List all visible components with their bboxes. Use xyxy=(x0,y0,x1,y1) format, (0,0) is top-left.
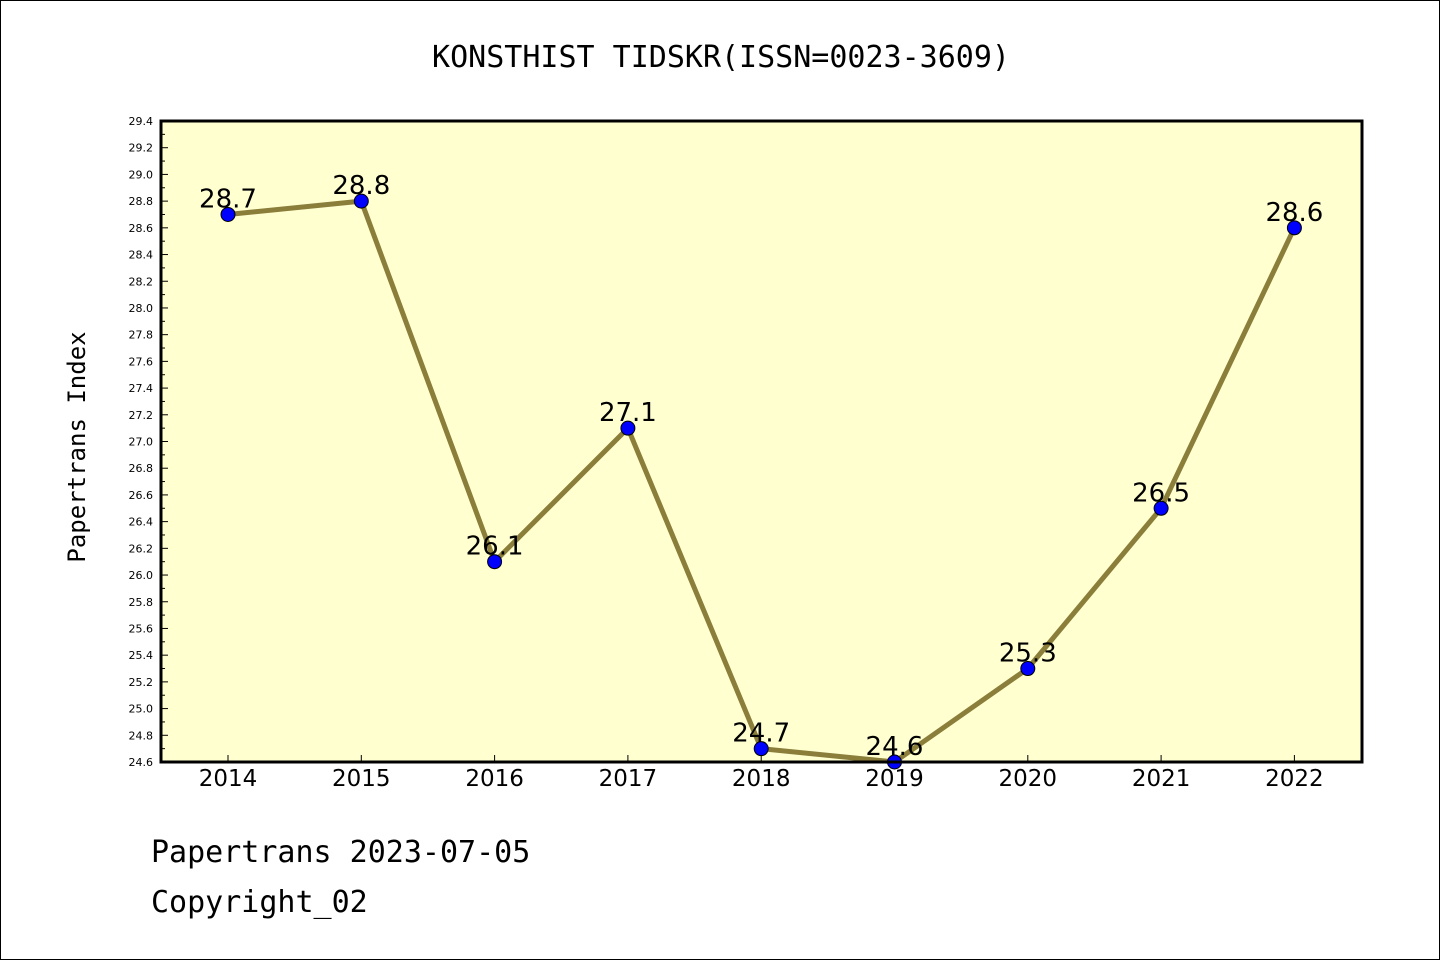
y-tick-label: 25.8 xyxy=(129,596,154,609)
y-tick-label: 28.0 xyxy=(129,302,154,315)
y-tick-label: 24.6 xyxy=(129,756,154,769)
data-labels: 28.7 28.8 26.1 27.1 24.7 24.6 25.3 26.5 28.6 xyxy=(199,171,1323,762)
y-tick-label: 26.2 xyxy=(129,542,154,555)
y-tick-label: 28.2 xyxy=(129,275,154,288)
y-tick-label: 27.0 xyxy=(129,436,154,449)
data-label: 28.6 xyxy=(1265,198,1323,228)
data-label: 26.1 xyxy=(466,532,524,562)
y-tick-label: 26.6 xyxy=(129,489,154,502)
footer-date: Papertrans 2023-07-05 xyxy=(151,835,531,870)
data-label: 25.3 xyxy=(999,639,1057,669)
data-label: 27.1 xyxy=(599,398,657,428)
y-tick-label: 25.4 xyxy=(129,649,154,662)
data-point xyxy=(753,741,769,757)
data-point xyxy=(1286,220,1302,236)
data-label: 28.7 xyxy=(199,184,257,214)
data-point xyxy=(353,193,369,209)
x-tick-label: 2022 xyxy=(1265,766,1324,792)
y-tick-label: 26.0 xyxy=(129,569,154,582)
y-tick-label: 28.8 xyxy=(129,195,154,208)
y-tick-label: 26.4 xyxy=(129,516,154,529)
y-axis-label: Papertrans Index xyxy=(63,331,91,562)
y-tick-label: 27.6 xyxy=(129,355,154,368)
data-point xyxy=(1153,500,1169,516)
y-tick-label: 26.8 xyxy=(129,462,154,475)
data-label: 24.6 xyxy=(866,732,924,762)
y-tick-label: 25.2 xyxy=(129,676,154,689)
x-tick-label: 2020 xyxy=(999,766,1058,792)
y-tick-label: 25.0 xyxy=(129,703,154,716)
data-markers xyxy=(220,193,1302,770)
data-point xyxy=(1020,661,1036,677)
data-point xyxy=(220,206,236,222)
data-label: 28.8 xyxy=(332,171,390,201)
y-tick-label: 27.4 xyxy=(129,382,154,395)
footer-copyright: Copyright_02 xyxy=(151,885,368,920)
x-tick-label: 2014 xyxy=(199,766,258,792)
y-tick-label: 25.6 xyxy=(129,622,154,635)
data-point xyxy=(487,554,503,570)
y-tick-label: 29.0 xyxy=(129,168,154,181)
x-tick-label: 2018 xyxy=(732,766,791,792)
x-tick-label: 2015 xyxy=(332,766,391,792)
data-point xyxy=(620,420,636,436)
x-tick-label: 2019 xyxy=(865,766,924,792)
y-tick-label: 28.4 xyxy=(129,249,154,262)
y-tick-label: 29.4 xyxy=(129,115,154,128)
data-label: 26.5 xyxy=(1132,478,1190,508)
y-tick-label: 24.8 xyxy=(129,729,154,742)
chart-title: KONSTHIST TIDSKR(ISSN=0023-3609) xyxy=(432,40,1010,75)
x-tick-label: 2016 xyxy=(465,766,524,792)
y-tick-label: 28.6 xyxy=(129,222,154,235)
y-tick-label: 27.2 xyxy=(129,409,154,422)
data-label: 24.7 xyxy=(732,719,790,749)
x-tick-label: 2021 xyxy=(1132,766,1191,792)
plot-area xyxy=(161,121,1362,762)
y-tick-label: 27.8 xyxy=(129,329,154,342)
axis-ticks: 24.6 24.8 25.0 25.2 25.4 25.6 25.8 26.0 26.2 26.4… xyxy=(129,115,1324,792)
y-tick-label: 29.2 xyxy=(129,142,154,155)
x-tick-label: 2017 xyxy=(599,766,658,792)
plot-border xyxy=(159,119,1364,764)
